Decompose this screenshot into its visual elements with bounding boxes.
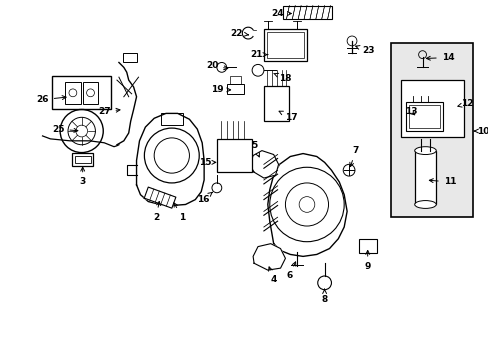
Polygon shape (136, 113, 203, 206)
Text: 19: 19 (210, 85, 230, 94)
Bar (266, 32, 304, 58)
Bar (400, 80, 463, 137)
Text: 12: 12 (457, 99, 473, 108)
Bar (358, 239, 376, 253)
Bar (65, 82, 81, 104)
Bar (264, 29, 306, 60)
Text: 17: 17 (279, 111, 297, 122)
Bar (122, 53, 136, 63)
Text: 27: 27 (98, 107, 120, 116)
Text: 20: 20 (205, 61, 227, 70)
Bar (75, 156, 90, 163)
Text: 2: 2 (153, 201, 160, 222)
Text: 4: 4 (268, 267, 276, 284)
Polygon shape (250, 150, 278, 178)
Text: 16: 16 (197, 192, 212, 204)
Polygon shape (253, 244, 285, 270)
Bar (226, 84, 244, 94)
Bar (405, 102, 442, 131)
Text: 3: 3 (80, 167, 85, 186)
Bar (82, 82, 98, 104)
Text: 5: 5 (250, 141, 259, 157)
Bar (161, 113, 182, 125)
Text: 24: 24 (271, 9, 291, 18)
Text: 6: 6 (285, 262, 295, 280)
Text: 18: 18 (273, 73, 291, 83)
Ellipse shape (414, 201, 435, 208)
Bar (390, 43, 472, 217)
Text: 9: 9 (364, 251, 370, 271)
Text: 8: 8 (321, 289, 327, 304)
Bar (408, 105, 439, 128)
Bar (72, 153, 93, 166)
Bar (216, 139, 252, 172)
Text: 21: 21 (249, 50, 267, 59)
Text: 25: 25 (52, 125, 78, 134)
Text: 11: 11 (428, 177, 455, 186)
Text: 15: 15 (199, 158, 215, 167)
Bar (264, 86, 289, 121)
Polygon shape (144, 187, 176, 208)
Bar (283, 6, 332, 19)
Text: 1: 1 (173, 203, 185, 222)
Text: 7: 7 (349, 146, 358, 167)
Bar (414, 150, 435, 204)
Text: 13: 13 (404, 107, 416, 116)
Polygon shape (267, 154, 346, 256)
Text: 10: 10 (473, 126, 488, 135)
Text: 26: 26 (36, 95, 66, 104)
Bar (229, 76, 241, 84)
Ellipse shape (414, 147, 435, 154)
Text: 22: 22 (230, 28, 248, 37)
Text: 14: 14 (426, 53, 453, 62)
Bar (52, 76, 111, 109)
Text: 23: 23 (355, 46, 374, 55)
